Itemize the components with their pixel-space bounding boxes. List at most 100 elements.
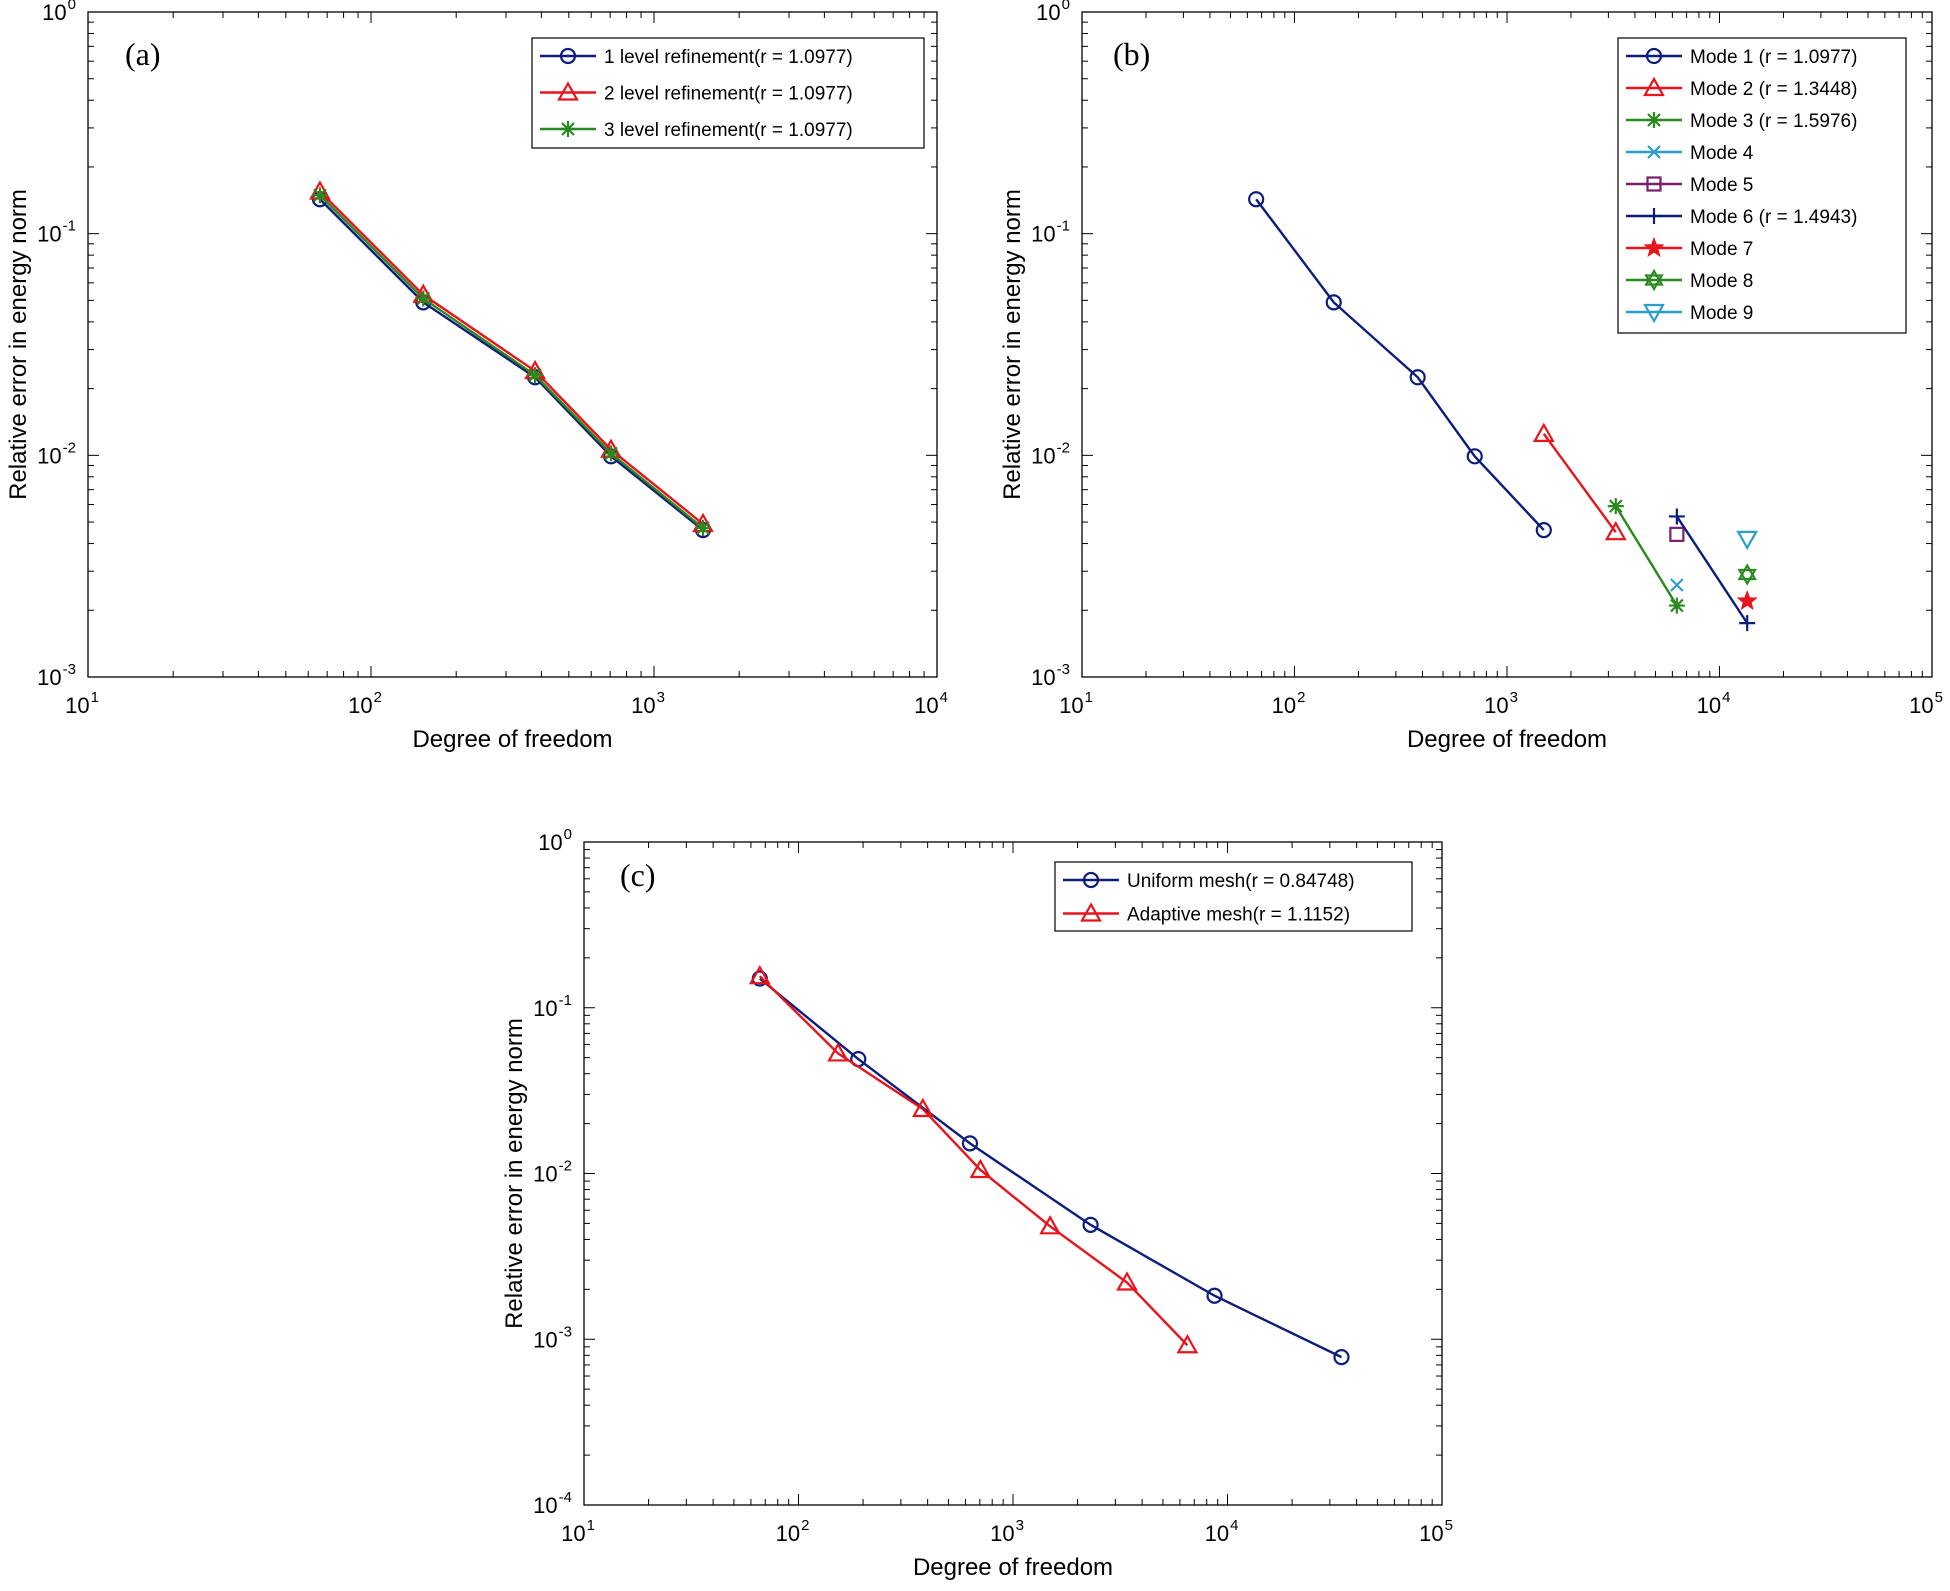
data-point (827, 1042, 849, 1062)
x-axis-label: Degree of freedom (913, 1554, 1113, 1581)
series-7 (1736, 589, 1758, 611)
data-point (969, 1158, 992, 1179)
data-point (1206, 1287, 1223, 1304)
legend-box (531, 37, 925, 149)
y-tick-label: 10-1 (533, 992, 572, 1021)
series-8 (1737, 563, 1757, 586)
legend-label: 2 level refinement(r = 1.0977) (604, 84, 853, 105)
legend-marker (1646, 112, 1662, 128)
y-tick-label: 10-2 (37, 439, 76, 468)
data-point (1176, 1334, 1199, 1354)
y-tick-label: 10-1 (37, 218, 76, 247)
series-1 (751, 970, 1350, 1366)
y-axis-label: Relative error in energy norm (5, 189, 32, 500)
panel-label: (a) (125, 36, 161, 72)
legend-entry: 2 level refinement(r = 1.0977) (540, 81, 853, 105)
data-point (1532, 422, 1555, 442)
legend-entry: Mode 5 (1626, 175, 1753, 196)
legend-label: Adaptive mesh(r = 1.1152) (1127, 905, 1350, 926)
y-tick-label: 10-3 (37, 661, 76, 690)
legend-label: Uniform mesh(r = 0.84748) (1127, 871, 1355, 892)
data-point (1607, 498, 1624, 515)
series-3 (1607, 498, 1685, 614)
x-tick-label: 101 (65, 689, 99, 718)
data-point (1535, 521, 1552, 539)
legend-entry: Mode 3 (r = 1.5976) (1626, 111, 1857, 132)
data-point (1248, 191, 1265, 208)
data-point (1039, 1215, 1062, 1235)
legend-marker (557, 81, 579, 101)
data-point (911, 1097, 934, 1118)
legend: 1 level refinement(r = 1.0977) 2 level re… (531, 37, 925, 149)
legend-entry: Mode 8 (1626, 268, 1753, 292)
series-line (759, 977, 1343, 1359)
series-5 (1669, 526, 1685, 542)
legend-box (1054, 861, 1413, 932)
y-tick-label: 10-1 (1031, 218, 1070, 247)
legend-marker (1644, 268, 1664, 292)
legend-label: 3 level refinement(r = 1.0977) (604, 120, 853, 141)
data-point (1736, 530, 1759, 551)
data-point (1736, 589, 1758, 611)
series-3 (311, 187, 712, 537)
series-1 (1248, 191, 1552, 539)
legend-entry: 1 level refinement(r = 1.0977) (540, 47, 853, 68)
x-tick-label: 105 (1419, 1517, 1453, 1546)
legend-label: Mode 6 (r = 1.4943) (1690, 207, 1857, 228)
legend-marker (1643, 76, 1665, 97)
legend-label: 1 level refinement(r = 1.0977) (604, 47, 853, 68)
legend-entry: Adaptive mesh(r = 1.1152) (1063, 902, 1350, 926)
series-4 (1670, 578, 1684, 592)
data-point (1082, 1216, 1099, 1233)
legend-marker (559, 47, 577, 65)
y-tick-label: 10-3 (1031, 661, 1070, 690)
data-point (961, 1135, 979, 1152)
legend-label: Mode 7 (1690, 239, 1753, 260)
series-2 (748, 964, 1199, 1354)
legend-marker (560, 121, 576, 137)
panel-b: 101 102 103 104 105 10-3 10-2 10-1 100 Degree of … (999, 0, 1943, 753)
legend-label: Mode 9 (1690, 303, 1753, 324)
legend-label: Mode 2 (r = 1.3448) (1690, 79, 1857, 100)
legend: Mode 1 (r = 1.0977) Mode 2 (r = 1.3448) Mo… (1617, 37, 1907, 334)
legend-marker (1645, 47, 1663, 65)
x-tick-label: 105 (1909, 689, 1943, 718)
panel-label: (b) (1113, 36, 1150, 72)
legend-label: Mode 3 (r = 1.5976) (1690, 111, 1857, 132)
y-tick-label: 100 (538, 826, 572, 855)
series-line (1614, 505, 1678, 607)
data-point (1333, 1349, 1350, 1366)
x-tick-label: 102 (348, 689, 382, 718)
series-2 (1532, 422, 1627, 541)
y-axis-label: Relative error in energy norm (501, 1018, 528, 1329)
legend-entry: Mode 6 (r = 1.4943) (1626, 207, 1857, 228)
x-axis-label: Degree of freedom (1407, 726, 1607, 753)
x-tick-label: 101 (1059, 689, 1093, 718)
data-point (1669, 526, 1685, 542)
data-point (1604, 520, 1627, 541)
data-point (695, 520, 712, 537)
series-line (1255, 198, 1545, 531)
data-point (1116, 1271, 1138, 1291)
legend-entry: Mode 4 (1626, 143, 1754, 164)
legend-entry: Mode 1 (r = 1.0977) (1626, 47, 1857, 68)
x-tick-label: 104 (1697, 689, 1731, 718)
legend-entry: 3 level refinement(r = 1.0977) (540, 120, 853, 141)
panel-a: 101 102 103 104 10-3 10-2 10-1 100 Degree of fre… (5, 0, 948, 753)
y-tick-label: 10-3 (533, 1323, 572, 1352)
x-tick-label: 103 (1484, 689, 1518, 718)
legend-label: Mode 8 (1690, 271, 1753, 292)
y-axis-label: Relative error in energy norm (999, 189, 1026, 500)
series-line (1542, 433, 1617, 533)
x-tick-label: 104 (914, 689, 948, 718)
y-tick-label: 100 (42, 0, 76, 25)
data-point (748, 964, 771, 985)
data-point (1737, 563, 1757, 586)
legend-marker (1080, 902, 1102, 922)
legend-label: Mode 5 (1690, 175, 1753, 196)
data-point (1325, 294, 1342, 311)
y-tick-label: 100 (1036, 0, 1070, 25)
data-point (1739, 615, 1756, 632)
x-axis-label: Degree of freedom (412, 726, 612, 753)
